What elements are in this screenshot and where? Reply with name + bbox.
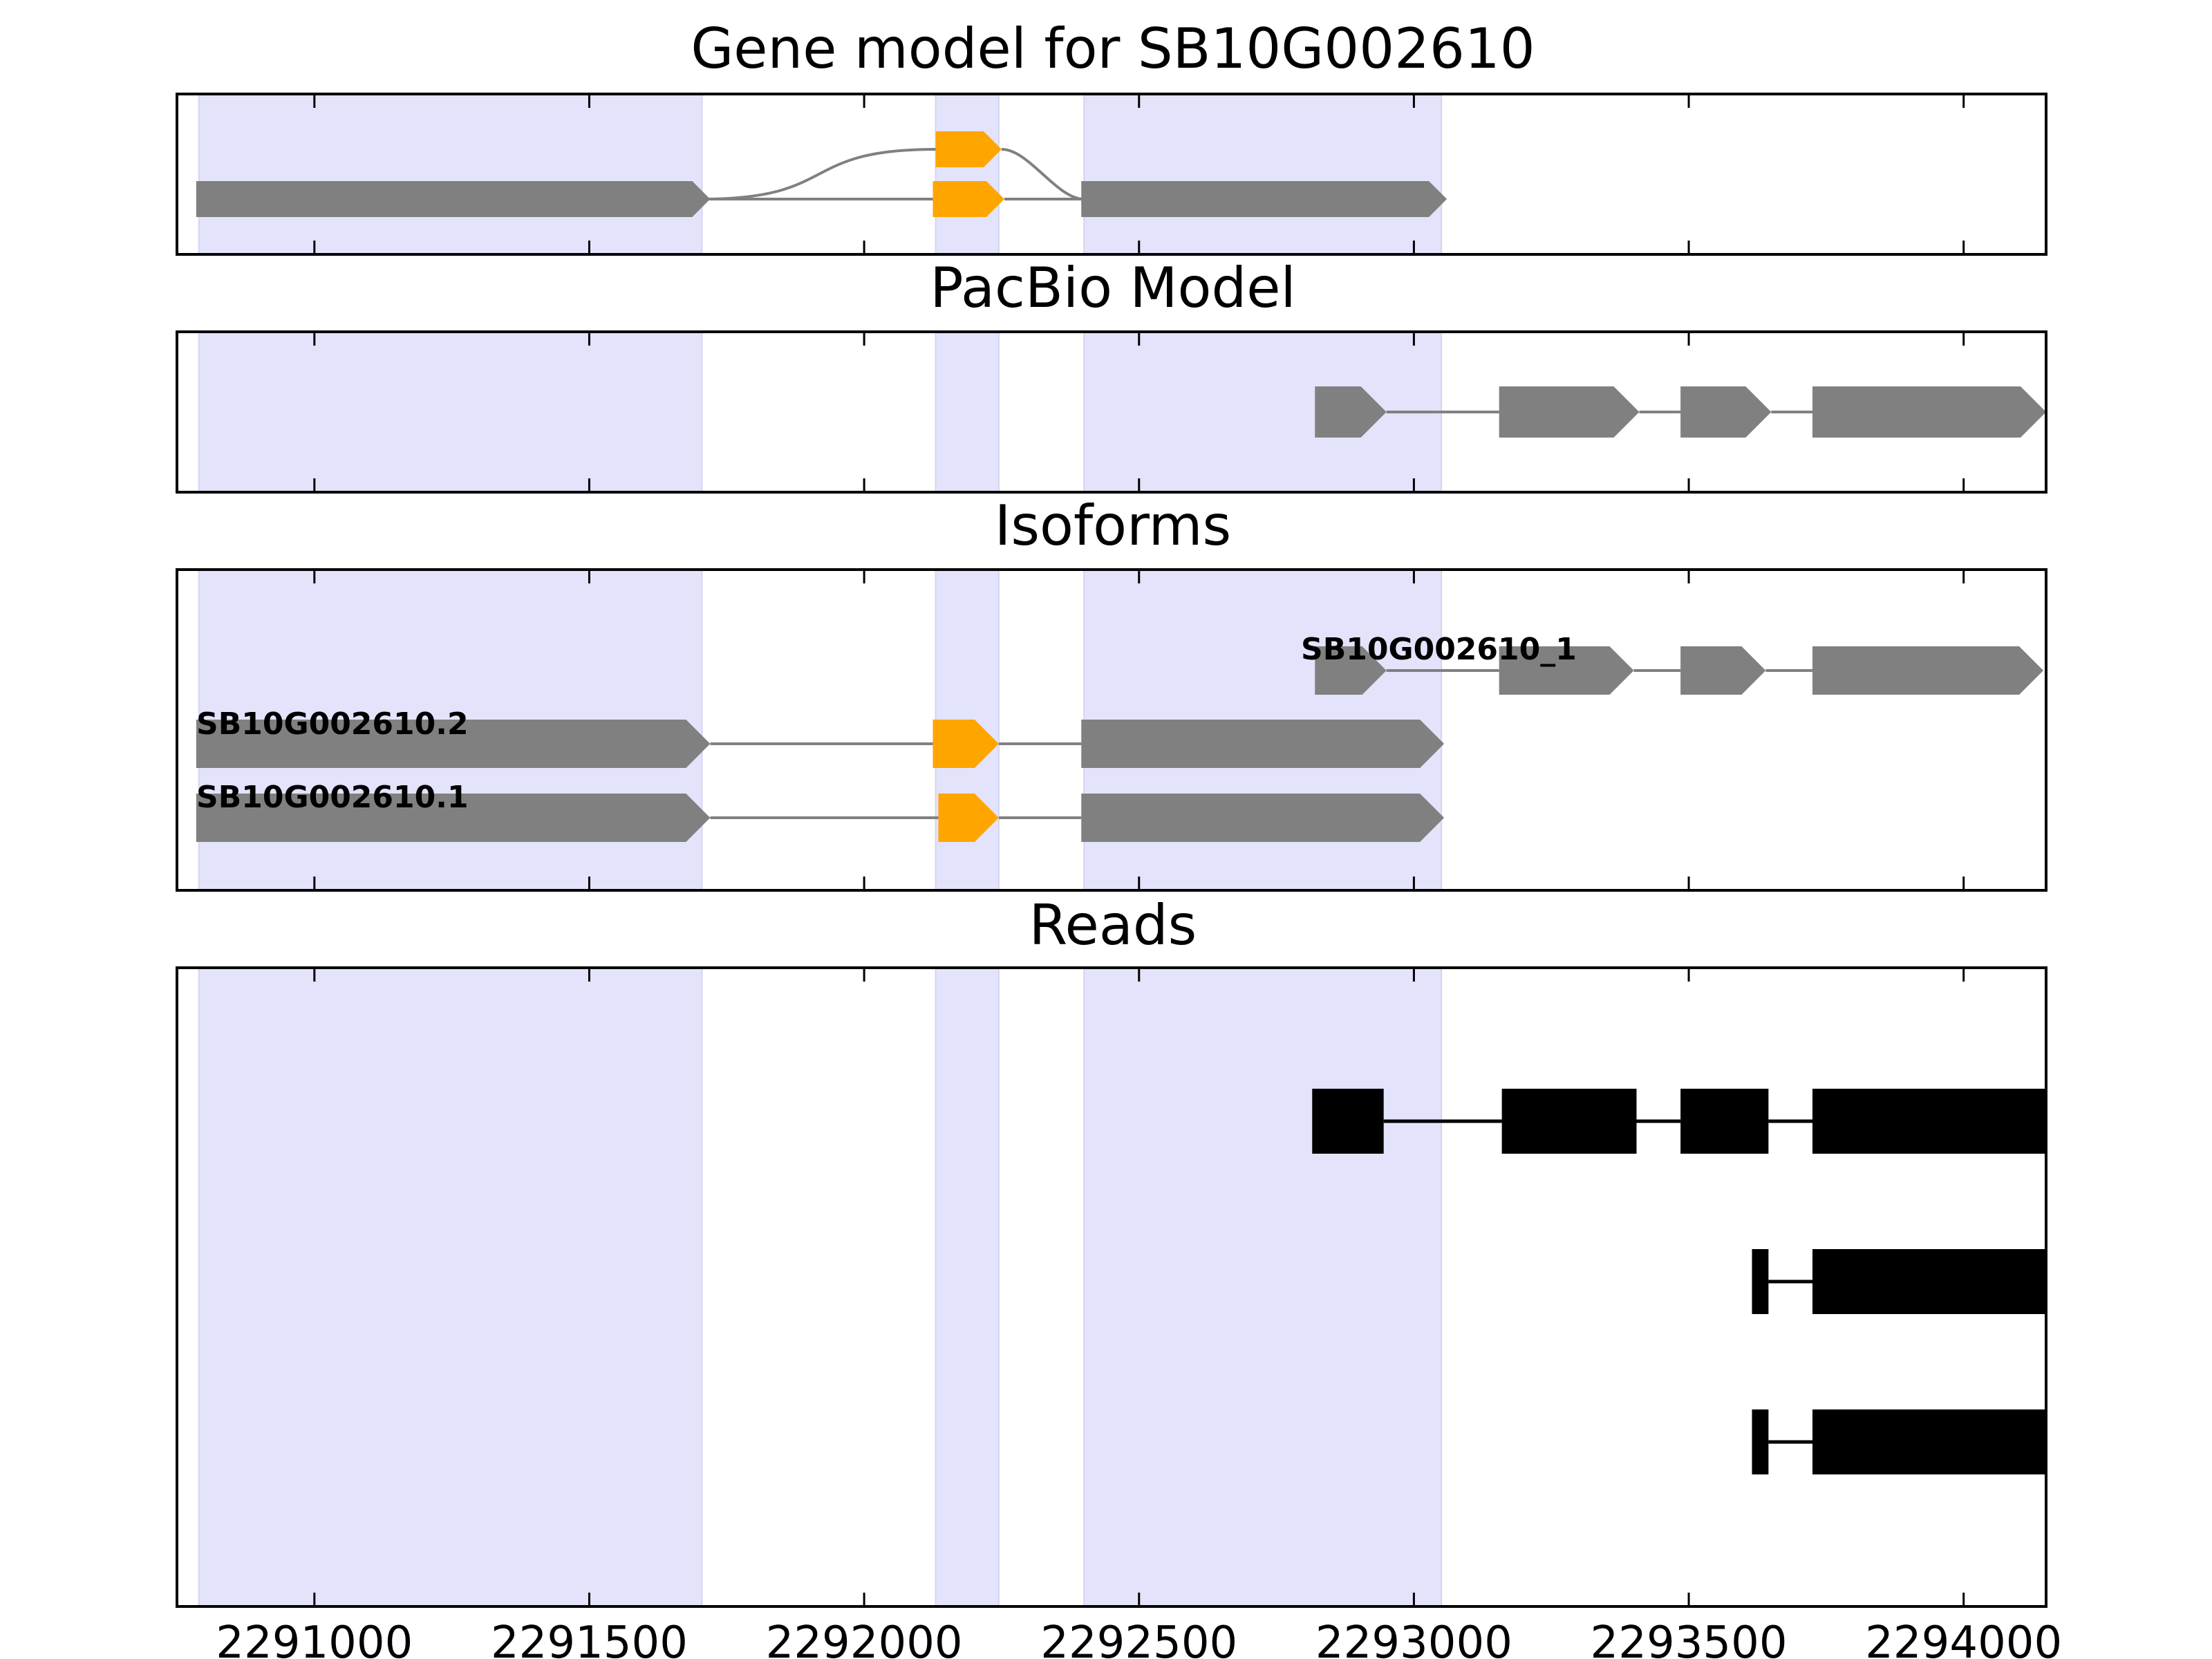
read-block [1752,1249,1769,1314]
panel-isoforms-content [196,569,2044,891]
exon-band [935,967,1000,1607]
exon-block [1315,646,1387,695]
panel-isoforms: Isoforms SB10G002610_1 SB10G002610.2 SB1… [176,494,2047,892]
panel-frame-isoforms [176,568,2047,892]
exon-block [1499,386,1640,438]
x-tick-label: 2294000 [1865,1618,2062,1659]
read-block [1812,1249,2046,1314]
read-block [1812,1409,2046,1474]
exon-block [196,181,711,217]
read-block [1680,1089,1769,1154]
panel-reads-content [198,967,2046,1607]
exon-band [198,93,703,255]
isoform-label-1: SB10G002610_1 [1301,632,1577,667]
exon-block [196,720,711,768]
panel-pacbio-model-content [198,331,2046,493]
exon-band [1083,93,1443,255]
highlighted-exon [938,794,999,842]
exon-band [198,331,703,493]
highlighted-exon [932,181,1004,217]
panel-gene-model: Gene model for SB10G002610 [176,17,2047,256]
exon-block [1680,646,1766,695]
highlighted-exon [932,720,999,768]
splice-curve [1001,148,1085,200]
exon-band [198,967,703,1607]
exon-band [1083,967,1443,1607]
isoform-label-3: SB10G002610.1 [196,780,469,815]
x-tick-label: 2293500 [1591,1618,1788,1659]
exon-block [1499,646,1634,695]
exon-block [1081,720,1445,768]
panel-reads: Reads [176,893,2047,1608]
panel-title-pacbio-model: PacBio Model [930,256,1295,320]
exon-block [1812,386,2046,438]
read-block [1312,1089,1384,1154]
panel-title-reads: Reads [1029,893,1197,957]
x-tick-label: 2292500 [1040,1618,1237,1659]
x-tick-label: 2291500 [491,1618,688,1659]
exon-block [1680,386,1772,438]
panel-frame-reads [176,966,2047,1608]
exon-block [1812,646,2044,695]
panel-frame-gene-model [176,93,2047,256]
x-tick-label: 2293000 [1315,1618,1512,1659]
x-axis: 2291000 2291500 2292000 2292500 2293000 22935… [216,1618,2062,1659]
read-block [1812,1089,2046,1154]
exon-band [935,331,1000,493]
exon-block [1315,386,1387,438]
panel-gene-model-content [196,93,1965,255]
highlighted-exon [935,131,1002,167]
read-block [1501,1089,1637,1154]
exon-block [1081,794,1445,842]
exon-block [196,794,711,842]
x-tick-label: 2292000 [766,1618,963,1659]
exon-band [935,93,1000,255]
panel-frame-pacbio-model [176,330,2047,494]
x-tick-label: 2291000 [216,1618,413,1659]
read-block [1752,1409,1769,1474]
panel-pacbio-model: PacBio Model [176,256,2047,494]
isoform-label-2: SB10G002610.2 [196,706,469,742]
splice-curve [702,148,936,200]
panel-title-gene-model: Gene model for SB10G002610 [691,17,1535,81]
panel-title-isoforms: Isoforms [995,494,1231,558]
exon-block [1081,181,1447,217]
